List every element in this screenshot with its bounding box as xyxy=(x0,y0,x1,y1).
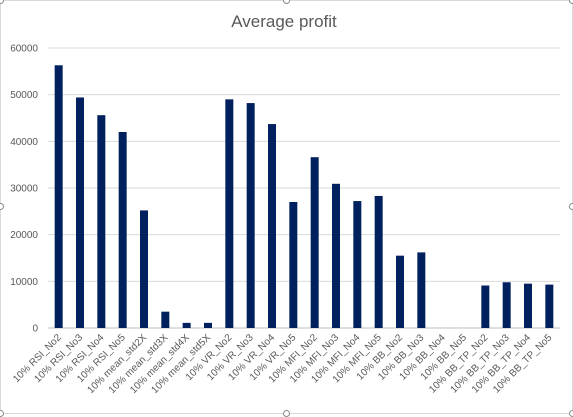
bar xyxy=(204,322,212,328)
bar xyxy=(54,65,63,329)
bar xyxy=(76,97,84,328)
bar xyxy=(289,202,298,328)
y-tick-label: 40000 xyxy=(10,137,38,148)
resize-handle-top-center[interactable] xyxy=(283,0,290,4)
bar xyxy=(225,99,234,328)
bar xyxy=(417,252,426,328)
bar xyxy=(161,311,170,328)
bar xyxy=(268,124,276,328)
resize-handle-middle-right[interactable] xyxy=(569,203,573,210)
bar xyxy=(502,282,511,328)
bar xyxy=(182,322,191,328)
y-tick-label: 60000 xyxy=(10,44,38,55)
bar xyxy=(310,157,319,328)
bar xyxy=(140,210,148,328)
resize-handle-top-left[interactable] xyxy=(0,0,4,4)
y-tick-label: 10000 xyxy=(10,277,38,288)
bars xyxy=(54,65,554,329)
resize-handle-middle-left[interactable] xyxy=(0,203,4,210)
y-axis-labels: 0 10000 20000 30000 40000 50000 60000 xyxy=(10,44,38,335)
bar xyxy=(246,103,255,328)
bar xyxy=(97,115,106,328)
bar xyxy=(332,183,340,328)
y-tick-label: 30000 xyxy=(10,184,38,195)
gridlines xyxy=(48,47,560,329)
bar xyxy=(545,284,554,328)
y-tick-label: 0 xyxy=(32,324,38,335)
y-tick-label: 20000 xyxy=(10,230,38,241)
bar xyxy=(396,255,404,328)
bar xyxy=(374,195,383,328)
chart-title: Average profit xyxy=(231,12,337,31)
resize-handle-top-right[interactable] xyxy=(569,0,573,4)
y-tick-label: 50000 xyxy=(10,90,38,101)
bar xyxy=(524,283,532,328)
bar xyxy=(481,285,490,328)
bar xyxy=(353,201,362,328)
bar xyxy=(118,132,127,328)
